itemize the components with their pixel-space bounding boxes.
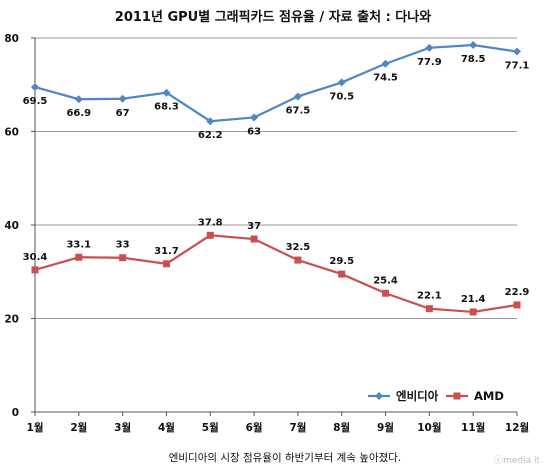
data-label: 63 — [247, 126, 261, 137]
data-point — [31, 83, 39, 92]
data-label: 78.5 — [461, 54, 486, 65]
y-axis-ticks: 0 20 40 60 80 — [4, 33, 35, 419]
x-tick-label: 1월 — [27, 421, 44, 434]
y-tick-label: 0 — [12, 407, 19, 419]
x-tick-label: 10월 — [417, 421, 441, 434]
data-point — [513, 301, 521, 309]
x-tick-label: 6월 — [246, 421, 263, 434]
data-label: 29.5 — [329, 256, 354, 267]
data-label: 68.3 — [154, 102, 179, 113]
data-point — [425, 305, 433, 313]
data-point — [206, 231, 214, 239]
x-tick-label: 11월 — [461, 421, 485, 434]
data-label: 62.2 — [198, 130, 223, 141]
data-label: 33 — [116, 240, 130, 251]
x-tick-label: 2월 — [70, 421, 87, 434]
data-label: 32.5 — [286, 242, 311, 253]
gridlines — [35, 37, 517, 319]
data-label: 37.8 — [198, 217, 223, 228]
data-label: 22.1 — [417, 291, 442, 302]
data-point — [513, 47, 521, 56]
series-group: 69.5 66.9 67 68.3 62.2 63 67.5 70.5 74.5 77.9 78.5… — [23, 41, 530, 316]
y-tick-label: 80 — [4, 33, 19, 45]
x-tick-label: 9월 — [377, 421, 394, 434]
legend-label: 엔비디아 — [396, 389, 439, 403]
data-label: 77.9 — [417, 57, 442, 68]
data-point — [74, 95, 83, 104]
y-tick-label: 20 — [4, 314, 19, 326]
data-label: 70.5 — [329, 91, 354, 102]
data-label: 21.4 — [461, 294, 486, 305]
chart-caption: 엔비디아의 시장 점유율이 하반기부터 계속 높아졌다. — [169, 451, 402, 464]
legend: 엔비디아 AMD — [368, 389, 504, 403]
legend-marker — [453, 392, 461, 400]
data-label: 30.4 — [23, 252, 48, 263]
data-label: 31.7 — [154, 246, 179, 257]
legend-label: AMD — [474, 389, 504, 403]
y-tick-label: 40 — [4, 220, 19, 232]
data-point — [118, 94, 127, 103]
data-point — [294, 256, 302, 264]
data-point — [31, 266, 39, 274]
x-tick-label: 12월 — [505, 421, 529, 434]
legend-item: 엔비디아 — [368, 389, 439, 403]
data-point — [250, 235, 258, 243]
series-amd: 30.4 33.1 33 31.7 37.8 37 32.5 29.5 25.4 22.1 21.4… — [23, 217, 530, 316]
series-nvidia: 69.5 66.9 67 68.3 62.2 63 67.5 70.5 74.5 77.9 78.5… — [23, 41, 530, 141]
data-label: 25.4 — [373, 275, 398, 286]
data-point — [206, 117, 215, 126]
data-point — [469, 41, 478, 50]
x-tick-label: 8월 — [333, 421, 350, 434]
data-label: 33.1 — [66, 239, 91, 250]
legend-marker — [375, 392, 383, 400]
series-line — [34, 234, 518, 314]
data-point — [338, 270, 346, 278]
data-label: 22.9 — [505, 287, 530, 298]
data-point — [425, 43, 434, 52]
x-axis-ticks: 1월 2월 3월 4월 5월 6월 7월 8월 9월 10월 11월 12월 — [27, 412, 529, 434]
data-label: 67 — [116, 108, 130, 119]
data-label: 66.9 — [66, 108, 91, 119]
data-label: 37 — [247, 221, 261, 232]
data-point — [337, 78, 346, 87]
data-point — [250, 113, 259, 122]
series-line — [34, 43, 518, 123]
data-point — [162, 88, 171, 97]
watermark: ⓒmedia it — [494, 455, 540, 466]
data-point — [293, 92, 302, 101]
chart-title: 2011년 GPU별 그래픽카드 점유율 / 자료 출처 : 다나와 — [115, 9, 431, 25]
x-tick-label: 4월 — [158, 421, 175, 434]
data-label: 67.5 — [286, 105, 311, 116]
data-label: 77.1 — [505, 61, 530, 72]
data-point — [75, 253, 83, 261]
data-point — [119, 254, 127, 262]
y-tick-label: 60 — [4, 127, 19, 139]
legend-item: AMD — [446, 389, 504, 403]
data-point — [162, 260, 170, 268]
x-tick-label: 5월 — [202, 421, 219, 434]
data-label: 74.5 — [373, 73, 398, 84]
data-point — [381, 59, 390, 68]
data-label: 69.5 — [23, 96, 48, 107]
data-point — [469, 308, 477, 316]
x-tick-label: 3월 — [114, 421, 131, 434]
data-point — [382, 289, 390, 297]
x-tick-label: 7월 — [289, 421, 306, 434]
